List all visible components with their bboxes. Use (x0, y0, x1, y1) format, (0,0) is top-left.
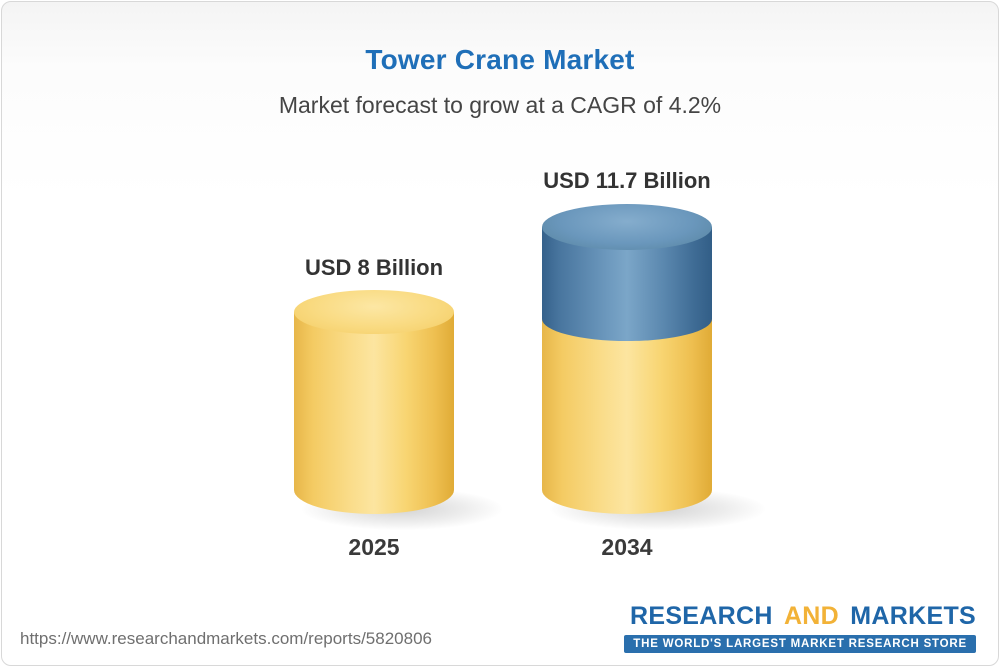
category-label-2025: 2025 (348, 534, 400, 560)
value-label-2034: USD 11.7 Billion (543, 168, 711, 193)
report-url: https://www.researchandmarkets.com/repor… (20, 629, 432, 648)
bar-2025-base-segment (294, 312, 454, 514)
logo-tagline: THE WORLD'S LARGEST MARKET RESEARCH STOR… (624, 635, 976, 653)
logo-word-and: AND (783, 602, 840, 630)
value-label-2025: USD 8 Billion (304, 255, 444, 280)
page-title: Tower Crane Market (365, 44, 635, 75)
chart-subtitle: Market forecast to grow at a CAGR of 4.2… (278, 92, 722, 118)
chart-header: Tower Crane Market Market forecast to gr… (2, 44, 998, 119)
logo-word-markets: MARKETS (850, 602, 976, 630)
logo-word-research: RESEARCH (630, 602, 773, 630)
logo-wordmark: RESEARCH AND MARKETS (624, 602, 976, 631)
bar-2034-top-ellipse (542, 204, 712, 250)
research-and-markets-logo: RESEARCH AND MARKETS THE WORLD'S LARGEST… (624, 602, 976, 653)
bar-2025-top-ellipse (294, 290, 454, 334)
category-label-2034: 2034 (601, 534, 653, 560)
bar-2034-base-segment (542, 317, 712, 514)
bar-2034 (542, 204, 712, 514)
bar-2025 (294, 290, 454, 514)
